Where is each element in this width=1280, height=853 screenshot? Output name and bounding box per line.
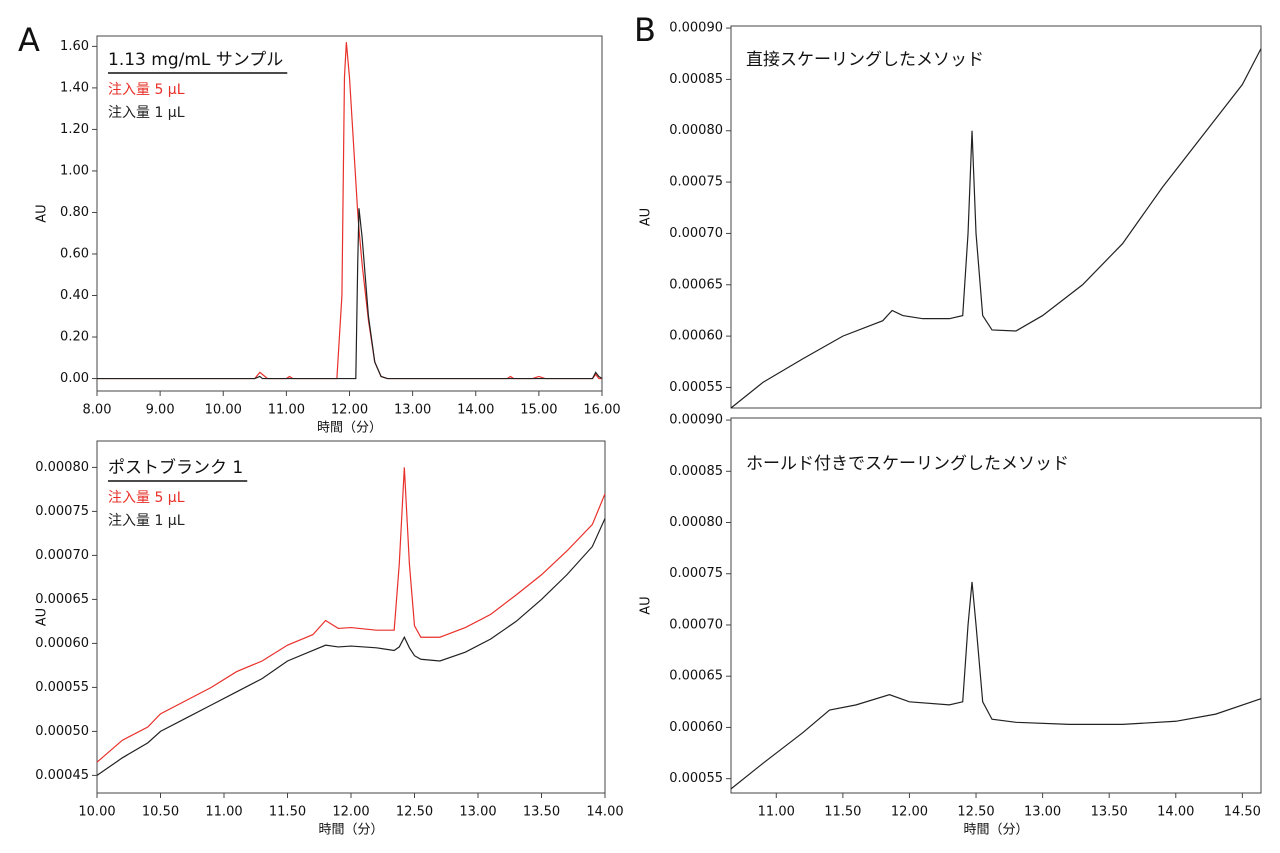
y-tick-label: 1.40	[60, 80, 89, 95]
y-tick-label: 0.00045	[35, 768, 89, 783]
y-tick-label: 0.20	[60, 330, 89, 345]
data-line	[96, 518, 606, 776]
y-tick-label: 0.00090	[669, 21, 723, 36]
panel-title: ポストブランク 1	[108, 457, 243, 478]
plot-frame	[730, 25, 1262, 409]
x-tick-label: 12.00	[332, 805, 369, 820]
x-tick-label: 16.00	[583, 403, 620, 418]
x-tick-label: 12.00	[891, 805, 928, 820]
panel-title: ホールド付きでスケーリングしたメソッド	[746, 454, 1069, 474]
y-tick-label: 0.00070	[669, 226, 723, 241]
x-tick-label: 14.00	[457, 403, 494, 418]
panel-label: B	[634, 11, 656, 49]
x-tick-label: 12.50	[396, 805, 433, 820]
legend-entry: 注入量 1 µL	[108, 513, 185, 529]
y-axis-label: AU	[35, 608, 50, 626]
x-tick-label: 15.00	[520, 403, 557, 418]
y-tick-label: 0.00055	[669, 380, 723, 395]
x-axis-label: 時間（分）	[317, 421, 382, 436]
y-tick-label: 0.00	[60, 371, 89, 386]
y-tick-label: 0.00055	[669, 771, 723, 786]
y-axis-label: AU	[35, 204, 50, 222]
x-tick-label: 14.00	[1157, 805, 1194, 820]
panel-title: 1.13 mg/mL サンプル	[108, 50, 283, 70]
x-tick-label: 13.00	[459, 805, 496, 820]
x-axis-label: 時間（分）	[963, 823, 1028, 838]
y-tick-label: 0.00075	[669, 175, 723, 190]
x-tick-label: 14.00	[586, 805, 623, 820]
data-line	[96, 467, 606, 763]
y-axis-label: AU	[639, 208, 654, 226]
x-tick-label: 12.00	[331, 403, 368, 418]
panel-title: 直接スケーリングしたメソッド	[746, 50, 984, 70]
x-tick-label: 10.00	[205, 403, 242, 418]
x-tick-label: 10.00	[78, 805, 115, 820]
x-tick-label: 13.00	[1024, 805, 1061, 820]
x-tick-label: 11.00	[268, 403, 305, 418]
y-tick-label: 0.00085	[669, 464, 723, 479]
x-tick-label: 10.50	[142, 805, 179, 820]
y-tick-label: 0.00080	[669, 123, 723, 138]
x-tick-label: 11.00	[758, 805, 795, 820]
y-tick-label: 1.60	[60, 39, 89, 54]
y-tick-label: 0.00070	[669, 617, 723, 632]
y-tick-label: 0.00080	[35, 460, 89, 475]
legend-entry: 注入量 1 µL	[108, 105, 185, 121]
y-tick-label: 0.00060	[35, 636, 89, 651]
x-axis-label: 時間（分）	[318, 823, 383, 838]
x-tick-label: 14.50	[1224, 805, 1261, 820]
legend-entry: 注入量 5 µL	[108, 82, 185, 98]
y-tick-label: 1.20	[60, 122, 89, 137]
y-tick-label: 0.00050	[35, 724, 89, 739]
y-tick-label: 0.00065	[669, 277, 723, 292]
x-tick-label: 11.50	[269, 805, 306, 820]
plot-frame	[730, 417, 1262, 794]
x-tick-label: 11.50	[824, 805, 861, 820]
y-tick-label: 0.00060	[669, 720, 723, 735]
x-tick-label: 13.50	[523, 805, 560, 820]
y-tick-label: 0.00080	[669, 515, 723, 530]
y-tick-label: 0.00075	[669, 566, 723, 581]
y-tick-label: 0.40	[60, 288, 89, 303]
x-tick-label: 11.00	[205, 805, 242, 820]
x-tick-label: 8.00	[83, 403, 112, 418]
y-tick-label: 1.00	[60, 163, 89, 178]
y-tick-label: 0.00090	[669, 413, 723, 428]
x-tick-label: 12.50	[957, 805, 994, 820]
x-tick-label: 9.00	[146, 403, 175, 418]
data-line	[730, 48, 1262, 409]
y-tick-label: 0.00070	[35, 548, 89, 563]
y-tick-label: 0.00085	[669, 72, 723, 87]
y-tick-label: 0.00075	[35, 504, 89, 519]
y-tick-label: 0.80	[60, 205, 89, 220]
y-tick-label: 0.00055	[35, 680, 89, 695]
x-tick-label: 13.00	[394, 403, 431, 418]
data-line	[730, 581, 1262, 790]
y-tick-label: 0.00065	[35, 592, 89, 607]
y-tick-label: 0.00060	[669, 329, 723, 344]
data-line	[97, 208, 603, 380]
x-tick-label: 13.50	[1091, 805, 1128, 820]
panel-label: A	[18, 21, 40, 59]
y-tick-label: 0.60	[60, 246, 89, 261]
y-axis-label: AU	[639, 596, 654, 614]
legend-entry: 注入量 5 µL	[108, 490, 185, 506]
y-tick-label: 0.00065	[669, 669, 723, 684]
